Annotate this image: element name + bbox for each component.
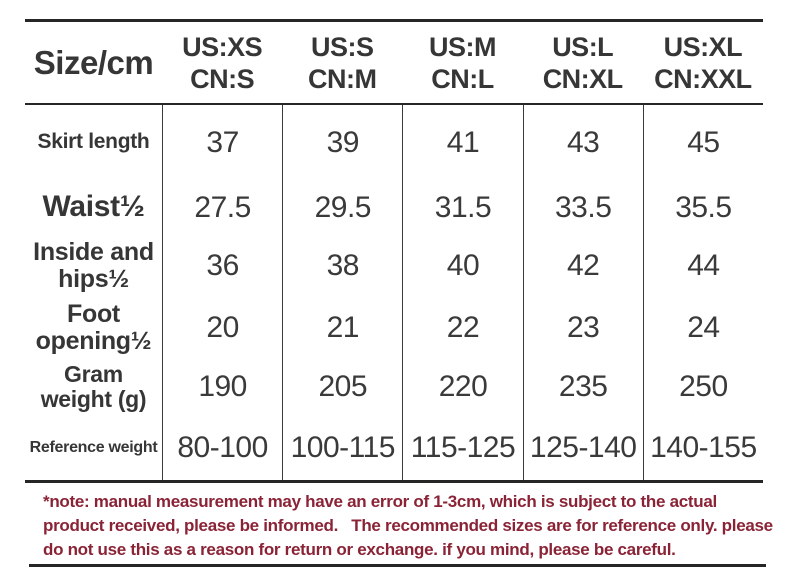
note-line: do not use this as a reason for return o… (43, 540, 676, 559)
value-cell: 190 (162, 359, 282, 415)
us-size-label: US:L (552, 31, 614, 62)
value-cell: 29.5 (282, 180, 402, 235)
table-bottom-divider (25, 480, 763, 483)
value-cell: 220 (402, 359, 522, 415)
top-divider (25, 19, 763, 22)
row-label: Reference weight (29, 438, 158, 456)
cn-size-label: CN:S (190, 63, 255, 94)
value-cell: 44 (642, 235, 763, 296)
row-label: Waist½ (42, 190, 145, 224)
us-size-label: US:M (428, 31, 497, 62)
value-cell: 115-125 (402, 415, 522, 480)
header-cell-l: US:L CN:XL (523, 22, 643, 103)
value-cell: 140-155 (642, 415, 763, 480)
value-cell: 250 (642, 359, 763, 415)
table-row-skirt-length: Skirt length 37 39 41 43 45 (25, 105, 763, 180)
value-cell: 80-100 (162, 415, 282, 480)
value-cell: 38 (282, 235, 402, 296)
us-size-label: US:S (311, 31, 374, 62)
value-cell: 205 (282, 359, 402, 415)
header-divider (25, 103, 763, 105)
table-header-row: Size/cm US:XS CN:S US:S CN:M US:M CN:L U… (25, 22, 763, 103)
value-cell: 125-140 (522, 415, 643, 480)
value-cell: 20 (162, 296, 282, 359)
value-cell: 36 (162, 235, 282, 296)
size-chart-page: Size/cm US:XS CN:S US:S CN:M US:M CN:L U… (0, 19, 790, 584)
header-cell-s: US:S CN:M (282, 22, 402, 103)
row-label: Skirt length (37, 130, 150, 154)
us-size-label: US:XL (663, 31, 743, 62)
value-cell: 35.5 (642, 180, 763, 235)
value-cell: 43 (522, 105, 643, 180)
value-cell: 33.5 (522, 180, 643, 235)
table-row-inside-and-hips: Inside and hips½ 36 38 40 42 44 (25, 235, 763, 296)
value-cell: 100-115 (282, 415, 402, 480)
cn-size-label: CN:M (308, 63, 377, 94)
header-cell-xs: US:XS CN:S (162, 22, 282, 103)
header-cell-m: US:M CN:L (402, 22, 522, 103)
value-cell: 31.5 (402, 180, 522, 235)
note-line: *note: manual measurement may have an er… (43, 492, 717, 511)
value-cell: 40 (402, 235, 522, 296)
value-cell: 42 (522, 235, 643, 296)
table-row-reference-weight: Reference weight 80-100 100-115 115-125 … (25, 415, 763, 480)
table-row-waist: Waist½ 27.5 29.5 31.5 33.5 35.5 (25, 180, 763, 235)
row-label: Gram weight (g) (40, 361, 147, 412)
value-cell: 23 (522, 296, 643, 359)
table-body: Skirt length 37 39 41 43 45 Waist½ 27.5 … (0, 105, 790, 480)
value-cell: 41 (402, 105, 522, 180)
note-line: product received, please be informed. Th… (43, 516, 773, 535)
cn-size-label: CN:L (431, 63, 494, 94)
cn-size-label: CN:XL (542, 63, 624, 94)
value-cell: 24 (642, 296, 763, 359)
table-row-gram-weight: Gram weight (g) 190 205 220 235 250 (25, 359, 763, 415)
cn-size-label: CN:XXL (654, 63, 752, 94)
value-cell: 27.5 (162, 180, 282, 235)
bottom-divider (29, 564, 766, 567)
table-title: Size/cm (33, 43, 154, 81)
us-size-label: US:XS (182, 31, 263, 62)
value-cell: 45 (642, 105, 763, 180)
value-cell: 22 (402, 296, 522, 359)
value-cell: 21 (282, 296, 402, 359)
value-cell: 39 (282, 105, 402, 180)
value-cell: 37 (162, 105, 282, 180)
header-cell-xl: US:XL CN:XXL (643, 22, 763, 103)
value-cell: 235 (522, 359, 643, 415)
row-label: Inside and hips½ (33, 237, 154, 293)
measurement-note: *note: manual measurement may have an er… (43, 490, 773, 562)
row-label: Foot opening½ (35, 299, 152, 355)
table-row-foot-opening: Foot opening½ 20 21 22 23 24 (25, 296, 763, 359)
